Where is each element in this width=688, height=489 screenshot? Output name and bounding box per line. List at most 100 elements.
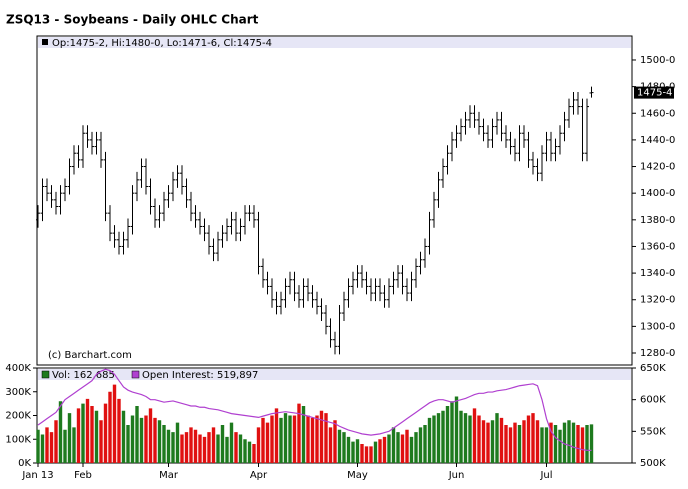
legend-swatch	[131, 370, 140, 379]
volume-bar	[481, 420, 486, 463]
volume-bar	[54, 420, 58, 463]
volume-bar	[162, 425, 166, 463]
y-tick-label: 1360-0	[640, 241, 675, 252]
volume-bar	[576, 425, 580, 463]
volume-bar	[207, 432, 211, 463]
volume-bar	[445, 406, 450, 463]
x-tick-label: Feb	[74, 470, 92, 481]
volume-bar	[513, 422, 517, 463]
volume-bar	[486, 422, 490, 463]
volume-bar	[202, 436, 207, 463]
volume-bar	[292, 415, 297, 463]
y-tick-label: 100K	[5, 434, 31, 445]
volume-bar	[283, 413, 288, 463]
y-tick-label: 0K	[18, 458, 31, 469]
volume-bar	[135, 406, 139, 463]
volume-bar	[279, 417, 283, 463]
volume-bar	[531, 413, 535, 463]
y2-tick-label: 550K	[640, 426, 666, 437]
y-tick-label: 300K	[5, 387, 31, 398]
volume-bar	[324, 413, 328, 463]
legend-strip	[38, 369, 631, 380]
volume-bar	[360, 444, 364, 463]
volume-bar	[234, 432, 238, 463]
volume-bar	[121, 410, 126, 463]
volume-bar	[238, 434, 243, 463]
volume-bar	[463, 413, 468, 463]
last-price-label: 1475-4	[637, 88, 672, 99]
volume-bar	[549, 422, 553, 463]
x-tick-label: May	[347, 470, 368, 481]
volume-bar	[409, 436, 414, 463]
y-tick-label: 1460-0	[640, 108, 675, 119]
volume-bar	[490, 420, 495, 463]
volume-bar	[229, 422, 234, 463]
legend-swatch	[41, 370, 50, 379]
volume-bar	[40, 434, 45, 463]
volume-bar	[306, 415, 310, 463]
header-strip	[38, 37, 631, 48]
y-tick-label: 1300-0	[640, 321, 675, 332]
chart-title: ZSQ13 - Soybeans - Daily OHLC Chart	[6, 13, 259, 27]
volume-bar	[288, 415, 292, 463]
volume-bar	[346, 436, 351, 463]
volume-bar	[432, 415, 436, 463]
volume-bar	[328, 427, 333, 463]
volume-bar	[540, 427, 544, 463]
volume-bar	[193, 429, 198, 463]
legend-label: Open Interest: 519,897	[142, 370, 258, 381]
x-tick-label: Jun	[448, 470, 465, 481]
volume-bar	[310, 417, 315, 463]
volume-bar	[171, 432, 175, 463]
volume-bar	[378, 439, 382, 463]
y2-tick-label: 500K	[640, 458, 666, 469]
volume-bar	[495, 413, 499, 463]
volume-bar	[441, 410, 445, 463]
volume-bar	[585, 425, 589, 463]
volume-bar	[526, 415, 531, 463]
price-panel	[36, 35, 633, 366]
volume-bar	[427, 417, 432, 463]
volume-bar	[535, 420, 540, 463]
y-tick-label: 1400-0	[640, 188, 675, 199]
volume-bar	[508, 427, 513, 463]
volume-bar	[153, 417, 157, 463]
volume-bar	[252, 444, 256, 463]
volume-bar	[558, 429, 562, 463]
volume-bar	[337, 429, 342, 463]
last-price-tag	[634, 86, 674, 99]
volume-bar	[355, 439, 360, 463]
volume-bar	[261, 417, 265, 463]
y-tick-label: 400K	[5, 363, 31, 374]
volume-bar	[319, 410, 324, 463]
volume-bar	[333, 420, 337, 463]
volume-bar	[499, 417, 504, 463]
volume-bar	[562, 422, 567, 463]
y-tick-label: 1420-0	[640, 162, 675, 173]
credit: (c) Barchart.com	[48, 350, 132, 361]
volume-bar	[216, 434, 220, 463]
volume-bar	[81, 403, 85, 463]
legend-label: Vol: 162,685	[52, 370, 115, 381]
volume-bar	[36, 429, 40, 463]
volume-bar	[45, 427, 49, 463]
open-interest-line	[37, 368, 592, 451]
volume-bar	[76, 408, 81, 463]
volume-bar	[148, 408, 153, 463]
volume-bar	[517, 425, 522, 463]
volume-bar	[567, 420, 571, 463]
volume-bar	[315, 415, 319, 463]
volume-bar	[90, 406, 94, 463]
y-tick-label: 1320-0	[640, 295, 675, 306]
volume-bar	[589, 424, 594, 463]
volume-bar	[198, 434, 202, 463]
y2-tick-label: 600K	[640, 395, 666, 406]
x-tick-label: Jan 13	[21, 470, 53, 481]
volume-bar	[126, 425, 130, 463]
y-tick-label: 1340-0	[640, 268, 675, 279]
volume-bar	[436, 413, 441, 463]
volume-bar	[301, 406, 306, 463]
volume-bar	[382, 436, 387, 463]
volume-bar	[400, 434, 405, 463]
